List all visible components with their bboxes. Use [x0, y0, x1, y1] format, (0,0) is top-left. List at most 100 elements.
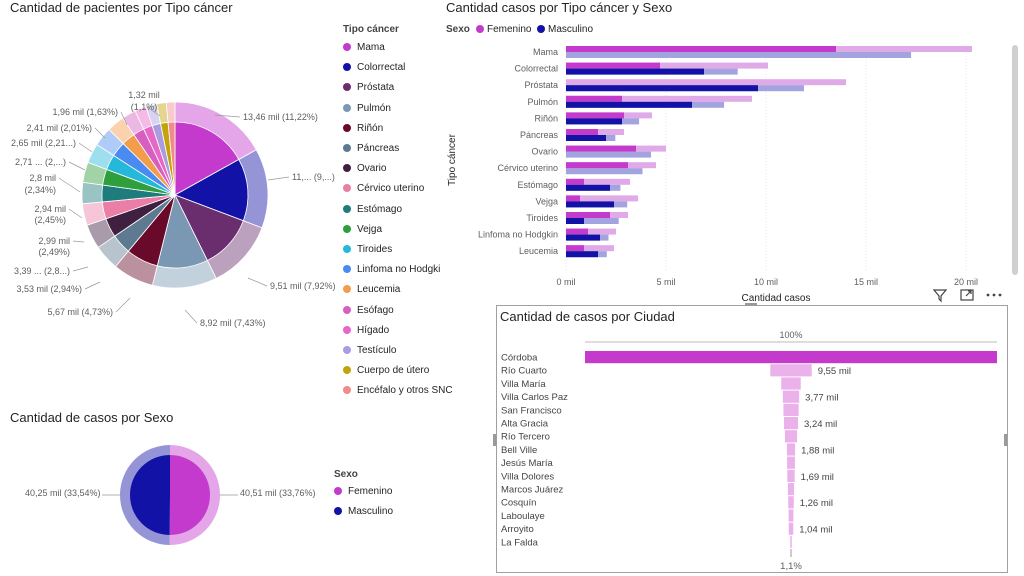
funnel-bar: [770, 364, 812, 377]
category-label: Próstata: [524, 80, 558, 90]
pie-leader-line: [267, 176, 290, 181]
legend-item-bar-masculino[interactable]: Masculino: [537, 24, 593, 35]
funnel-bar: [788, 496, 794, 509]
funnel-category-label: Bell Ville: [501, 445, 537, 456]
pie-data-label: (2,49%): [38, 247, 70, 257]
funnel-value-label: 1,04 mil: [799, 525, 832, 536]
legend-item-femenino[interactable]: Femenino: [334, 486, 392, 497]
legend-item-4[interactable]: Riñón: [343, 123, 383, 134]
legend-item-16[interactable]: Cuerpo de útero: [343, 365, 429, 376]
legend-label: Mama: [357, 42, 385, 53]
resize-handle-right[interactable]: [1004, 434, 1007, 446]
resize-handle-top[interactable]: [745, 303, 757, 306]
filter-icon[interactable]: [932, 287, 948, 308]
funnel-bar: [788, 522, 794, 535]
bar-femenino: [566, 112, 624, 119]
bar-femenino-total: [566, 178, 630, 185]
legend-item-5[interactable]: Páncreas: [343, 143, 399, 154]
category-label: Tiroides: [526, 213, 558, 223]
pie-leader-line: [72, 266, 89, 272]
legend-marker: [343, 103, 351, 112]
x-axis-title: Cantidad casos: [742, 293, 811, 304]
pie-leader-line: [247, 277, 268, 287]
legend-label: Ovario: [357, 163, 387, 175]
bar-femenino-total: [566, 245, 614, 252]
scrollbar[interactable]: [1012, 45, 1018, 275]
legend-item-8[interactable]: Estómago: [343, 204, 402, 215]
legend-item-1[interactable]: Colorrectal: [343, 62, 405, 73]
pie-data-label: 11,... (9,...): [292, 172, 335, 182]
legend-item-0[interactable]: Mama: [343, 42, 385, 53]
category-label: Mama: [533, 47, 558, 57]
pie-data-label: 1,96 mil (1,63%): [52, 107, 118, 117]
legend-marker: [343, 285, 351, 294]
legend-item-14[interactable]: Hígado: [343, 325, 389, 336]
legend-label: Próstata: [357, 82, 395, 94]
legend-marker: [343, 325, 351, 334]
legend-item-11[interactable]: Linfoma no Hodgki: [343, 264, 440, 275]
legend-label: Estómago: [357, 203, 403, 215]
pie-leader-line: [94, 127, 106, 139]
funnel-category-label: Laboulaye: [501, 511, 545, 522]
legend-marker: [343, 144, 351, 152]
legend-label: Hígado: [357, 324, 390, 336]
bar-masculino: [566, 201, 614, 208]
legend-item-17[interactable]: Encéfalo y otros SNC: [343, 385, 453, 396]
pie-sexo-label-femenino: 40,51 mil (33,76%): [240, 488, 316, 498]
legend-item-9[interactable]: Vejga: [343, 224, 382, 235]
bar-femenino: [566, 195, 580, 202]
pie-leader-line: [120, 111, 128, 126]
legend-item-13[interactable]: Esófago: [343, 305, 394, 316]
funnel-category-label: Villa Dolores: [501, 471, 554, 482]
resize-handle-left[interactable]: [493, 434, 496, 446]
legend-label: Tiroides: [357, 244, 393, 255]
funnel-value-label: 1,88 mil: [801, 445, 834, 456]
bar-femenino: [566, 245, 584, 252]
legend-item-bar-femenino[interactable]: Femenino: [476, 24, 531, 35]
category-label: Páncreas: [520, 130, 559, 140]
legend-item-10[interactable]: Tiroides: [343, 244, 392, 255]
pie-data-label: 2,65 mil (2,21...): [11, 138, 76, 148]
legend-label: Esófago: [357, 304, 394, 316]
legend-item-12[interactable]: Leucemia: [343, 284, 400, 295]
legend-marker: [343, 265, 351, 274]
funnel-value-label: 1,69 mil: [801, 472, 834, 483]
legend-marker: [343, 346, 351, 354]
legend-marker: [343, 386, 351, 395]
legend-marker: [343, 366, 351, 375]
category-label: Riñón: [534, 113, 558, 123]
more-options-icon[interactable]: [985, 287, 1003, 308]
pie-data-label: 8,92 mil (7,43%): [200, 318, 266, 328]
pie-slice: [167, 121, 176, 196]
funnel-category-label: San Francisco: [501, 405, 562, 416]
funnel-category-label: Jesús María: [501, 458, 553, 469]
y-axis-title: Tipo cáncer: [447, 133, 458, 186]
legend-item-masculino[interactable]: Masculino: [334, 506, 393, 517]
bar-masculino: [566, 118, 622, 125]
chart-title-ciudad: Cantidad de casos por Ciudad: [500, 309, 675, 324]
legend-label: Testículo: [357, 345, 397, 356]
pie-chart-tipo-cancer: 13,46 mil (11,22%) 11,... (9,...) 9,51 mil…: [11, 90, 336, 328]
legend-item-3[interactable]: Pulmón: [343, 103, 391, 114]
bar-femenino: [566, 162, 628, 169]
bar-masculino: [566, 234, 600, 241]
legend-label: Cuerpo de útero: [357, 365, 430, 377]
x-tick-label: 10 mil: [754, 277, 778, 287]
bar-femenino-total: [566, 228, 616, 235]
legend-label: Vejga: [357, 223, 383, 235]
funnel-bar: [783, 403, 799, 416]
legend-item-15[interactable]: Testículo: [343, 345, 396, 356]
legend-label: Riñón: [357, 122, 384, 134]
bar-masculino: [566, 251, 598, 258]
funnel-top-label: 100%: [779, 330, 802, 340]
legend-label: Leucemia: [357, 284, 401, 296]
chart-title-pacientes: Cantidad de pacientes por Tipo cáncer: [10, 0, 233, 15]
legend-item-6[interactable]: Ovario: [343, 163, 386, 174]
funnel-category-label: La Falda: [501, 537, 539, 548]
bar-chart-tipo-sexo: 0 mil 5 mil 10 mil 15 mil 20 mil Cantidad cas…: [447, 46, 978, 304]
legend-marker: [343, 123, 351, 132]
funnel-bar: [788, 509, 794, 522]
focus-mode-icon[interactable]: [959, 287, 975, 308]
legend-item-7[interactable]: Cérvico uterino: [343, 183, 424, 194]
legend-item-2[interactable]: Próstata: [343, 82, 394, 93]
